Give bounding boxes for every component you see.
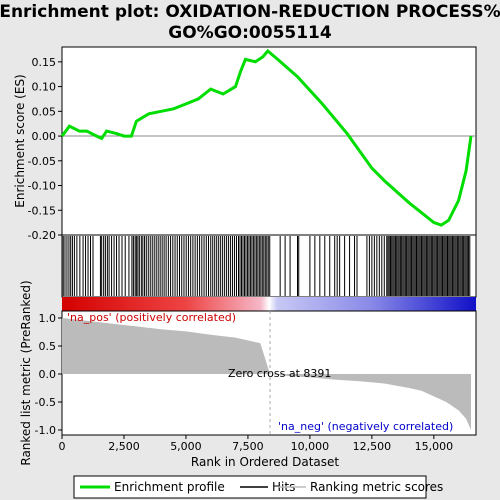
metric-ytick-label: -0.5 (35, 396, 56, 409)
es-ytick-label: -0.05 (28, 155, 56, 168)
zero-cross-label: Zero cross at 8391 (228, 367, 331, 380)
metric-ytick-label: 1.0 (39, 312, 57, 325)
chart-title-line1: Enrichment plot: OXIDATION-REDUCTION PRO… (0, 2, 500, 22)
legend-metric-label: Ranking metric scores (310, 480, 443, 494)
x-axis-label: Rank in Ordered Dataset (191, 455, 339, 469)
es-ytick-label: -0.20 (28, 229, 56, 242)
es-ytick-label: 0.10 (32, 81, 57, 94)
es-ytick-label: 0.15 (32, 56, 57, 69)
metric-y-ticks: 1.0 0.5 0.0 -0.5 -1.0 (35, 312, 62, 437)
xtick-label: 2,500 (108, 440, 140, 453)
es-ytick-label: 0.05 (32, 105, 57, 118)
x-ticks: 0 2,500 5,000 7,500 10,000 12,500 15,000 (59, 435, 454, 453)
pos-label: 'na_pos' (positively correlated) (67, 311, 236, 324)
xtick-label: 0 (59, 440, 66, 453)
metric-ytick-label: 0.5 (39, 340, 57, 353)
metric-ytick-label: -1.0 (35, 424, 56, 437)
xtick-label: 7,500 (232, 440, 264, 453)
xtick-label: 15,000 (415, 440, 454, 453)
legend-profile-label: Enrichment profile (114, 480, 225, 494)
es-ytick-label: -0.10 (28, 180, 56, 193)
metric-ytick-label: 0.0 (39, 368, 57, 381)
neg-label: 'na_neg' (negatively correlated) (278, 420, 453, 433)
es-y-ticks: 0.15 0.10 0.05 0.00 -0.05 -0.10 -0.15 -0.20 (28, 56, 62, 242)
chart-title-line2: GO%GO:0055114 (168, 23, 332, 43)
colorbar (62, 297, 476, 311)
es-ytick-label: 0.00 (32, 130, 57, 143)
xtick-label: 10,000 (291, 440, 330, 453)
metric-ylabel: Ranked list metric (PreRanked) (19, 280, 33, 465)
xtick-label: 12,500 (353, 440, 392, 453)
es-ylabel: Enrichment score (ES) (13, 74, 27, 207)
es-ytick-label: -0.15 (28, 204, 56, 217)
xtick-label: 5,000 (170, 440, 202, 453)
